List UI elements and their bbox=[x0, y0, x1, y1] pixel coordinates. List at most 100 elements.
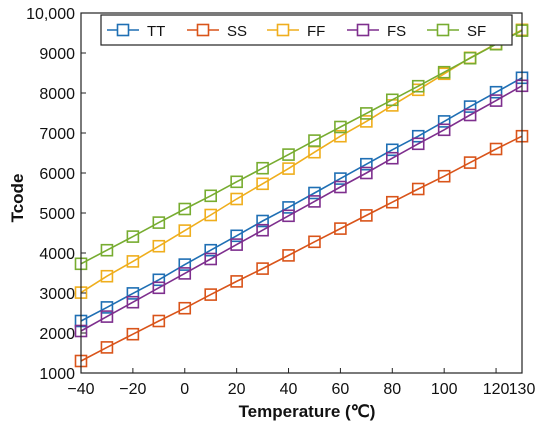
y-tick-label: 8000 bbox=[39, 86, 75, 103]
data-point-ss bbox=[282, 249, 295, 262]
x-tick-label: 100 bbox=[431, 381, 458, 398]
data-point-tt bbox=[256, 214, 269, 228]
data-point-ss bbox=[463, 156, 477, 169]
x-tick-label: 130 bbox=[509, 381, 536, 398]
y-tick-label: 1000 bbox=[39, 366, 75, 383]
data-point-ff bbox=[230, 192, 243, 206]
y-tick-label: 6000 bbox=[39, 166, 75, 183]
data-point-ss bbox=[437, 169, 451, 183]
data-point-sf bbox=[308, 134, 321, 147]
legend-marker-fs bbox=[356, 23, 370, 37]
legend-label-ff: FF bbox=[307, 23, 325, 40]
data-point-ff bbox=[334, 129, 347, 143]
data-point-ss bbox=[152, 314, 166, 328]
data-point-fs bbox=[152, 281, 166, 295]
data-point-tt bbox=[204, 243, 218, 257]
data-point-ss bbox=[126, 327, 140, 341]
legend-label-ss: SS bbox=[227, 23, 247, 40]
data-point-tt bbox=[126, 287, 140, 300]
y-tick-label: 7000 bbox=[39, 126, 75, 143]
data-point-ff bbox=[360, 115, 373, 128]
data-point-fs bbox=[100, 310, 114, 323]
data-point-fs bbox=[178, 267, 192, 280]
series-line-sf bbox=[80, 29, 523, 265]
data-point-tt bbox=[152, 273, 166, 287]
series-line-tt bbox=[80, 77, 523, 322]
data-point-sf bbox=[411, 79, 425, 93]
series-line-ss bbox=[80, 135, 523, 362]
data-point-tt bbox=[463, 100, 477, 113]
data-point-sf bbox=[282, 148, 295, 161]
data-point-ff bbox=[126, 255, 140, 268]
data-point-sf bbox=[256, 161, 269, 175]
data-point-ss bbox=[100, 341, 114, 354]
data-point-fs bbox=[256, 223, 269, 237]
data-point-sf bbox=[100, 243, 114, 257]
y-tick-label: 10,000 bbox=[26, 6, 75, 23]
legend-label-fs: FS bbox=[387, 23, 406, 40]
data-point-tt bbox=[489, 85, 503, 99]
data-point-sf bbox=[230, 175, 243, 189]
data-point-ff bbox=[178, 224, 192, 237]
data-point-fs bbox=[230, 238, 243, 251]
data-point-tt bbox=[411, 129, 425, 143]
data-point-ff bbox=[204, 208, 218, 222]
data-point-tt bbox=[385, 143, 399, 157]
data-point-ss bbox=[411, 182, 425, 196]
legend-label-sf: SF bbox=[467, 23, 486, 40]
data-point-fs bbox=[360, 166, 373, 180]
x-tick-label: 60 bbox=[332, 381, 350, 398]
y-tick-label: 3000 bbox=[39, 286, 75, 303]
data-point-sf bbox=[437, 65, 451, 79]
y-tick-label: 2000 bbox=[39, 326, 75, 343]
data-point-tt bbox=[230, 229, 243, 243]
data-point-ss bbox=[308, 235, 321, 249]
x-tick-label: 80 bbox=[383, 381, 401, 398]
data-point-ss bbox=[334, 222, 347, 235]
x-tick-label: 40 bbox=[280, 381, 298, 398]
legend-marker-sf bbox=[436, 23, 450, 37]
x-axis-title: Temperature (℃) bbox=[239, 402, 376, 421]
data-point-sf bbox=[204, 189, 218, 203]
legend-marker-ff bbox=[276, 23, 290, 37]
data-point-ff bbox=[256, 177, 269, 191]
data-point-fs bbox=[126, 295, 140, 309]
data-point-ff bbox=[100, 269, 114, 283]
data-point-ss bbox=[489, 142, 503, 156]
x-tick-label: −40 bbox=[67, 381, 94, 398]
data-point-ss bbox=[360, 209, 373, 222]
data-point-fs bbox=[411, 137, 425, 151]
data-point-tt bbox=[282, 201, 295, 214]
data-point-tt bbox=[100, 301, 114, 314]
legend-label-tt: TT bbox=[147, 23, 165, 40]
data-point-fs bbox=[437, 123, 451, 137]
y-tick-label: 4000 bbox=[39, 246, 75, 263]
data-point-ss bbox=[178, 301, 192, 315]
data-point-fs bbox=[282, 209, 295, 223]
x-tick-label: 0 bbox=[180, 381, 189, 398]
legend: TT SS FF FS SF bbox=[100, 14, 513, 46]
data-point-ss bbox=[256, 262, 269, 275]
data-point-ss bbox=[230, 275, 243, 288]
y-tick-label: 5000 bbox=[39, 206, 75, 223]
data-point-sf bbox=[178, 202, 192, 216]
data-point-sf bbox=[152, 216, 166, 229]
data-point-fs bbox=[334, 180, 347, 194]
data-point-tt bbox=[360, 157, 373, 171]
data-point-ss bbox=[204, 288, 218, 301]
y-tick-label: 9000 bbox=[39, 46, 75, 63]
series-line-fs bbox=[80, 85, 523, 332]
x-tick-label: 120 bbox=[483, 381, 510, 398]
data-point-ss bbox=[385, 195, 399, 209]
data-point-fs bbox=[489, 94, 503, 107]
data-point-sf bbox=[334, 120, 347, 134]
data-point-fs bbox=[308, 195, 321, 208]
x-tick-label: 20 bbox=[228, 381, 246, 398]
data-point-fs bbox=[463, 108, 477, 122]
data-point-ff bbox=[152, 239, 166, 253]
data-point-fs bbox=[204, 252, 218, 266]
data-point-tt bbox=[437, 115, 451, 128]
data-point-sf bbox=[463, 51, 477, 65]
